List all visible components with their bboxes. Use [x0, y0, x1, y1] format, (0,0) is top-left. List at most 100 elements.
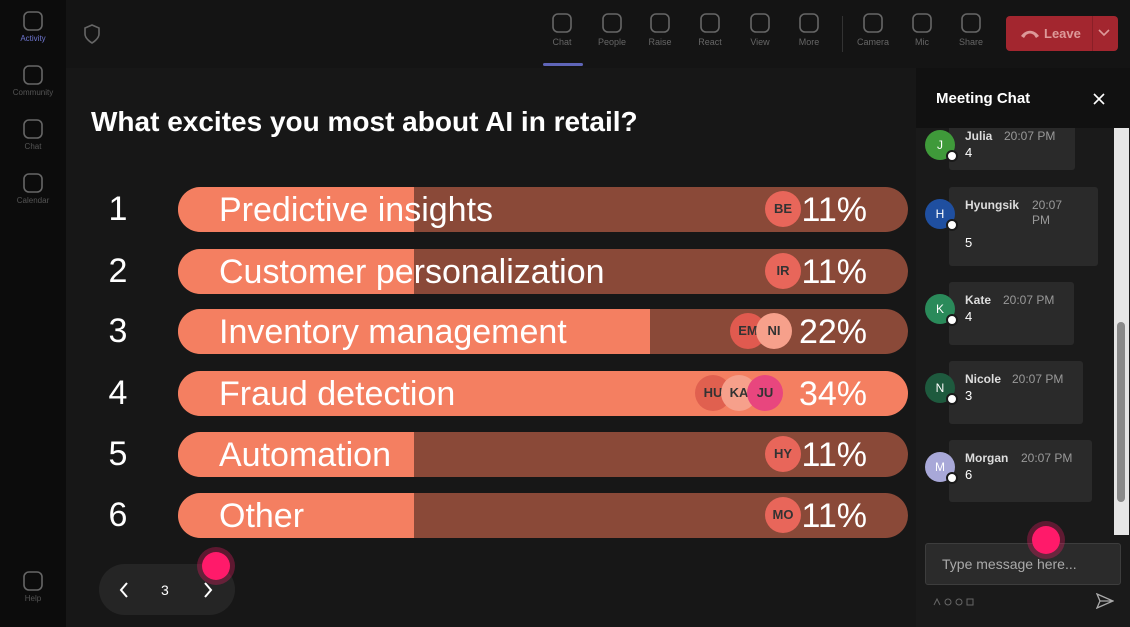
toolbar-button[interactable]: Chat: [539, 12, 585, 47]
sender-avatar: N: [925, 373, 958, 405]
voter-avatar: JU: [747, 375, 783, 411]
rail-item[interactable]: Help: [0, 570, 66, 603]
sender-avatar: M: [925, 452, 958, 484]
rail-label: Community: [12, 88, 54, 97]
page-number: 3: [161, 582, 169, 598]
status-dot: [946, 393, 958, 405]
rank: 3: [108, 312, 128, 350]
icon: [912, 13, 932, 33]
poll-bar: [178, 371, 908, 416]
poll-bar: [178, 187, 415, 232]
rail-label: Help: [24, 594, 42, 603]
rail-item[interactable]: Calendar: [0, 172, 66, 205]
shield-icon: [84, 24, 100, 44]
voter-avatar: MO: [765, 497, 801, 533]
rail-item[interactable]: Activity: [0, 10, 66, 43]
icon: [799, 13, 819, 33]
rank: 2: [108, 252, 128, 290]
sender-name: Nicole: [965, 372, 1002, 386]
sender-name: Hyungsik: [965, 198, 1020, 212]
icon: [23, 571, 43, 591]
divider: [1092, 16, 1093, 51]
toolbar-label: React: [698, 37, 722, 47]
icon: [23, 11, 43, 31]
icon: [23, 65, 43, 85]
toolbar-button[interactable]: Share: [948, 12, 994, 47]
toolbar-label: More: [798, 37, 820, 47]
voter-avatar: HY: [765, 436, 801, 472]
option-label: Customer personalization: [219, 253, 605, 291]
toolbar-button[interactable]: Raise: [637, 12, 683, 47]
icon: [863, 13, 883, 33]
rail-item[interactable]: Chat: [0, 118, 66, 151]
toolbar-button[interactable]: React: [687, 12, 733, 47]
close-button[interactable]: [1093, 93, 1105, 105]
send-button[interactable]: [1096, 593, 1114, 609]
toolbar-button[interactable]: People: [589, 12, 635, 47]
icon: [750, 13, 770, 33]
percent-label: 34%: [798, 375, 867, 413]
poll-bar: [178, 249, 415, 294]
toolbar-label: People: [597, 37, 627, 47]
percent-label: 22%: [798, 313, 867, 351]
voter-avatar: NI: [756, 313, 792, 349]
message-text: 4: [965, 145, 973, 160]
avatar-initial: J: [937, 138, 943, 152]
toolbar: Chat People Raise React View More Camera Mic Sha…: [66, 0, 1130, 68]
poll-bar-track: Fraud detection HU KA JU 34%: [178, 371, 908, 416]
sender-name: Julia: [965, 129, 993, 143]
voter-avatar: BE: [765, 191, 801, 227]
scrollbar[interactable]: [1114, 128, 1129, 535]
icon: [552, 13, 572, 33]
icon: [650, 13, 670, 33]
toolbar-button[interactable]: View: [737, 12, 783, 47]
poll-question: What excites you most about AI in retail…: [91, 106, 638, 137]
message-input[interactable]: Type message here...: [925, 543, 1121, 585]
rail-label: Activity: [20, 34, 46, 43]
toolbar-label: Raise: [648, 37, 672, 47]
rail-label: Calendar: [16, 196, 50, 205]
icon: [602, 13, 622, 33]
message-bubble: Morgan 20:07 PM 6: [949, 440, 1092, 502]
sender-avatar: K: [925, 294, 958, 326]
message-text: 6: [965, 467, 973, 482]
icon: [700, 13, 720, 33]
format-icons[interactable]: [932, 597, 982, 607]
next-button[interactable]: [203, 582, 213, 598]
status-dot: [946, 219, 958, 231]
rank: 5: [108, 435, 128, 473]
toolbar-button[interactable]: Camera: [850, 12, 896, 47]
chat-title: Meeting Chat: [936, 90, 1031, 107]
scroll-thumb[interactable]: [1117, 322, 1125, 502]
option-label: Other: [219, 497, 305, 535]
percent-label: 11%: [801, 253, 867, 291]
icon: [961, 13, 981, 33]
rail-item[interactable]: Community: [0, 64, 66, 97]
toolbar-label: Mic: [915, 37, 929, 47]
message-time: 20:07 PM: [1032, 198, 1063, 227]
toolbar-label: Share: [958, 37, 984, 47]
leave-button[interactable]: Leave: [1006, 16, 1118, 51]
message-bubble: Nicole 20:07 PM 3: [949, 361, 1083, 424]
percent-label: 11%: [801, 497, 867, 535]
message-text: 4: [965, 309, 973, 324]
message-list: Julia 20:07 PM 4 J Hyungsik 20:07 PM 5 H Kate 20:…: [916, 128, 1114, 535]
message-time: 20:07 PM: [1004, 129, 1056, 143]
poll-bar-track: Other MO 11%: [178, 493, 908, 538]
chevron-icon[interactable]: [1098, 29, 1110, 37]
option-label: Inventory management: [219, 313, 567, 351]
sender-name: Morgan: [965, 451, 1009, 465]
toolbar-button[interactable]: Mic: [899, 12, 945, 47]
toolbar-button[interactable]: More: [786, 12, 832, 47]
phone-icon: [1021, 30, 1039, 38]
message-bubble: Julia 20:07 PM 4: [949, 128, 1075, 170]
message-time: 20:07 PM: [1021, 451, 1073, 465]
rank: 6: [108, 496, 128, 534]
prev-button[interactable]: [119, 582, 129, 598]
leave-label: Leave: [1044, 26, 1081, 41]
message-text: 3: [965, 388, 973, 403]
poll-bar: [178, 432, 415, 477]
avatar-initial: M: [935, 460, 945, 474]
voter-avatar: IR: [765, 253, 801, 289]
